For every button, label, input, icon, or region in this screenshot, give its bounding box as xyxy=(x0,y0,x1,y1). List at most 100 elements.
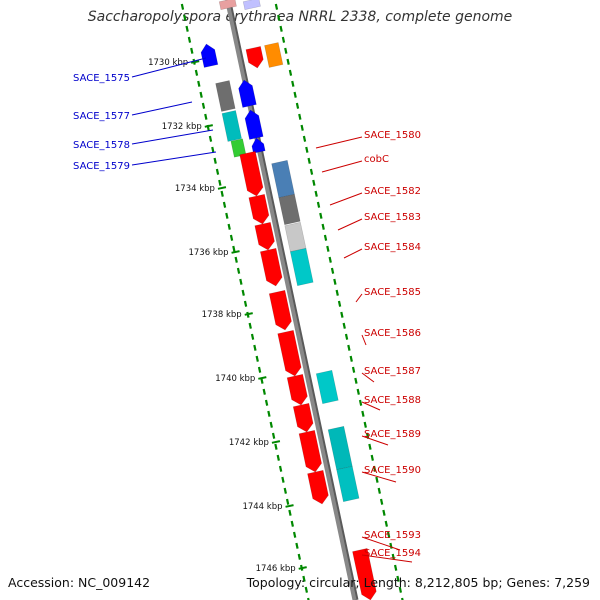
reverse-gene-arrow xyxy=(238,79,257,108)
tick-track-dots xyxy=(243,300,248,307)
right-track-dots xyxy=(351,366,356,373)
label-leader-line xyxy=(131,129,214,145)
tick-track-dots xyxy=(276,454,280,461)
right-track-dots xyxy=(368,443,372,450)
right-track-dots xyxy=(391,553,396,560)
right-track-dots xyxy=(281,36,286,43)
right-track-dots xyxy=(354,377,358,384)
right-track-dots xyxy=(309,168,314,175)
tick-label: 1736 kbp xyxy=(188,248,228,258)
tick-track-dots xyxy=(208,135,213,142)
reverse-gene-arrow xyxy=(244,109,264,140)
label-leader-line xyxy=(361,334,367,346)
reverse-gene-arrow xyxy=(251,137,266,154)
label-leader-line xyxy=(361,372,375,383)
right-track-dots xyxy=(344,333,349,340)
right-track-dots xyxy=(335,289,339,296)
map-title: Saccharopolyspora erythraea NRRL 2338, c… xyxy=(87,9,513,25)
label-leader-line xyxy=(321,160,363,173)
right-track-dots xyxy=(398,586,403,593)
forward-gene-arrow xyxy=(292,402,314,433)
gene-box xyxy=(215,80,236,112)
tick-track-dots xyxy=(295,542,299,549)
right-track-dots xyxy=(300,124,304,131)
tick-track-dots xyxy=(197,80,201,87)
tick-track-dots xyxy=(274,443,278,450)
gene-label: SACE_1579 xyxy=(73,161,130,172)
tick-track-dots xyxy=(290,520,294,527)
gene-label: SACE_1583 xyxy=(364,212,421,223)
forward-gene-arrow xyxy=(245,46,264,69)
gene-label: SACE_1593 xyxy=(364,530,421,541)
tick-track-dots xyxy=(215,168,220,175)
right-track-dots xyxy=(333,278,337,285)
label-leader-line xyxy=(361,401,381,411)
gene-label: SACE_1586 xyxy=(364,328,421,339)
tick-label: 1746 kbp xyxy=(256,564,296,574)
tick-track-dots xyxy=(234,256,238,263)
tick-track-dots xyxy=(201,102,206,109)
forward-gene-arrow xyxy=(307,469,329,505)
tick-label: 1740 kbp xyxy=(215,374,255,384)
gene-label: SACE_1584 xyxy=(364,242,421,253)
label-leader-line xyxy=(361,471,397,483)
gene-label: SACE_1585 xyxy=(364,287,421,298)
tick-mark xyxy=(244,312,253,316)
right-track-dots xyxy=(356,388,360,395)
tick-track-dots xyxy=(211,146,215,153)
forward-gene-box xyxy=(264,42,284,68)
right-track-dots xyxy=(323,234,328,241)
right-track-dots xyxy=(349,355,353,362)
tick-label: 1744 kbp xyxy=(242,502,282,512)
right-track-dots xyxy=(375,476,379,483)
tick-track-dots xyxy=(190,47,194,54)
tick-track-dots xyxy=(213,157,217,164)
right-track-dots xyxy=(312,179,316,186)
right-track-dots xyxy=(386,531,391,538)
right-track-dots xyxy=(277,14,281,21)
label-leader-line xyxy=(315,136,363,149)
gene-box xyxy=(221,110,242,142)
right-track-dots xyxy=(298,113,302,120)
label-leader-line xyxy=(355,293,363,303)
right-track-dots xyxy=(302,135,307,142)
tick-track-dots xyxy=(253,344,257,351)
gene-box xyxy=(284,221,307,253)
tick-track-dots xyxy=(292,531,297,538)
label-leader-line xyxy=(361,435,389,446)
genome-summary-text: Topology: circular; Length: 8,212,805 bp… xyxy=(246,575,590,590)
right-track-dots xyxy=(372,465,377,472)
tick-label: 1734 kbp xyxy=(175,184,215,194)
right-track-dots xyxy=(342,322,346,329)
faded-gene xyxy=(218,0,237,11)
right-track-dots xyxy=(347,344,351,351)
tick-track-dots xyxy=(278,465,283,472)
gene-box xyxy=(336,465,360,503)
right-track-dots xyxy=(326,245,330,252)
gene-label: SACE_1577 xyxy=(73,111,130,122)
tick-mark xyxy=(258,376,267,380)
tick-track-dots xyxy=(288,509,292,516)
forward-gene-arrow xyxy=(298,429,322,473)
label-leader-line xyxy=(361,554,413,563)
label-leader-line xyxy=(131,101,193,116)
tick-track-dots xyxy=(218,179,222,186)
right-track-dots xyxy=(295,102,300,109)
gene-label: SACE_1582 xyxy=(364,186,421,197)
forward-gene-arrow xyxy=(254,221,275,251)
tick-track-dots xyxy=(267,410,271,417)
right-track-dots xyxy=(358,399,363,406)
gene-label: SACE_1575 xyxy=(73,73,130,84)
right-track-dots xyxy=(330,267,335,274)
tick-track-dots xyxy=(236,267,241,274)
tick-track-dots xyxy=(199,91,203,98)
tick-track-dots xyxy=(250,333,255,340)
forward-gene-arrow xyxy=(268,289,292,331)
gene-label: SACE_1590 xyxy=(364,465,421,476)
right-track-dots xyxy=(389,542,393,549)
label-leader-line xyxy=(329,192,363,206)
right-track-dots xyxy=(274,3,279,10)
tick-track-dots xyxy=(255,355,259,362)
